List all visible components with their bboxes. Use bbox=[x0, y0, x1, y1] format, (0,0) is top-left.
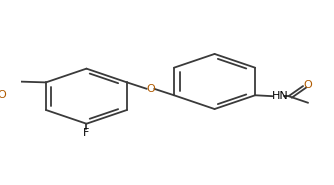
Text: F: F bbox=[83, 127, 90, 137]
Text: O: O bbox=[146, 84, 155, 94]
Text: HN: HN bbox=[272, 91, 289, 101]
Text: O: O bbox=[303, 80, 312, 90]
Text: O: O bbox=[0, 90, 6, 100]
